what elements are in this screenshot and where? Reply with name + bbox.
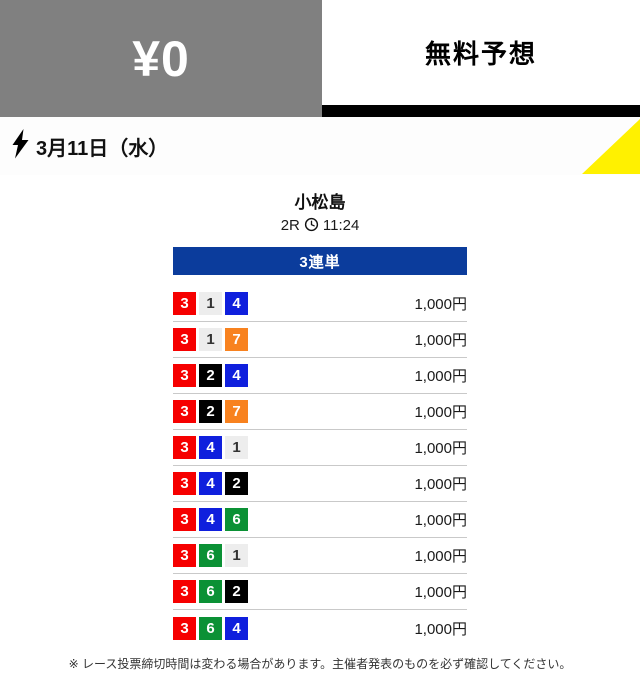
- racer-number-badge: 1: [199, 292, 222, 315]
- clock-icon: [304, 217, 319, 236]
- racer-number-badge: 3: [173, 472, 196, 495]
- racer-number-badge: 6: [225, 508, 248, 531]
- racer-number-badge: 7: [225, 400, 248, 423]
- bet-amount: 1,000円: [414, 296, 467, 313]
- free-prediction-box: 無料予想: [322, 0, 640, 105]
- racer-number-badge: 3: [173, 436, 196, 459]
- date-bar: 3月11日（水）: [0, 117, 640, 175]
- bet-amount: 1,000円: [414, 584, 467, 601]
- bet-amount: 1,000円: [414, 620, 467, 638]
- racer-number-badge: 3: [173, 544, 196, 567]
- racer-number-badge: 7: [225, 328, 248, 351]
- race-meta: 2R 11:24: [0, 216, 640, 235]
- racer-number-badge: 3: [173, 364, 196, 387]
- racer-number-badge: 3: [173, 292, 196, 315]
- racer-number-badge: 3: [173, 508, 196, 531]
- disclaimer-note: ※ レース投票締切時間は変わる場合があります。主催者発表のものを必ず確認してくだ…: [68, 657, 572, 671]
- racer-number-badge: 6: [199, 544, 222, 567]
- racer-number-badge: 3: [173, 328, 196, 351]
- race-info: 小松島 2R 11:24: [0, 188, 640, 235]
- racer-number-badge: 4: [199, 508, 222, 531]
- racer-number-badge: 2: [199, 364, 222, 387]
- racer-number-badge: 4: [225, 292, 248, 315]
- racer-number-badge: 4: [225, 364, 248, 387]
- deadline-time: 11:24: [322, 217, 360, 234]
- racer-number-badge: 3: [173, 400, 196, 423]
- racer-number-badge: 4: [225, 616, 248, 640]
- racer-number-badge: 4: [199, 472, 222, 495]
- bet-amount: 1,000円: [414, 548, 467, 565]
- bet-type-header: 3連単: [173, 247, 467, 275]
- racer-number-badge: 1: [199, 328, 222, 351]
- bet-amount: 1,000円: [414, 476, 467, 493]
- racer-number-badge: 1: [225, 544, 248, 567]
- racer-number-badge: 4: [199, 436, 222, 459]
- racer-number-badge: 3: [173, 616, 196, 640]
- header-black-bar: [322, 105, 640, 117]
- bet-type-label: 3連単: [299, 253, 341, 271]
- date-text: 3月11日（水）: [36, 137, 169, 160]
- racer-number-badge: 2: [199, 400, 222, 423]
- top-header: ¥0 無料予想: [0, 0, 640, 117]
- bet-amount: 1,000円: [414, 512, 467, 529]
- price-box: ¥0: [0, 0, 322, 117]
- lightning-icon: [10, 128, 30, 164]
- bet-amount: 1,000円: [414, 404, 467, 421]
- yellow-corner-triangle: [582, 119, 640, 174]
- bet-amount: 1,000円: [414, 440, 467, 457]
- racer-number-badge: 2: [225, 580, 248, 603]
- racer-number-badge: 1: [225, 436, 248, 459]
- race-number: 2R: [280, 217, 300, 234]
- racer-number-badge: 3: [173, 580, 196, 603]
- free-prediction-label: 無料予想: [424, 39, 537, 69]
- venue-name: 小松島: [294, 193, 346, 212]
- racer-number-badge: 2: [225, 472, 248, 495]
- racer-number-badge: 6: [199, 580, 222, 603]
- bet-amount: 1,000円: [414, 332, 467, 349]
- price-label: ¥0: [132, 30, 190, 87]
- bet-amount: 1,000円: [414, 368, 467, 385]
- racer-number-badge: 6: [199, 616, 222, 640]
